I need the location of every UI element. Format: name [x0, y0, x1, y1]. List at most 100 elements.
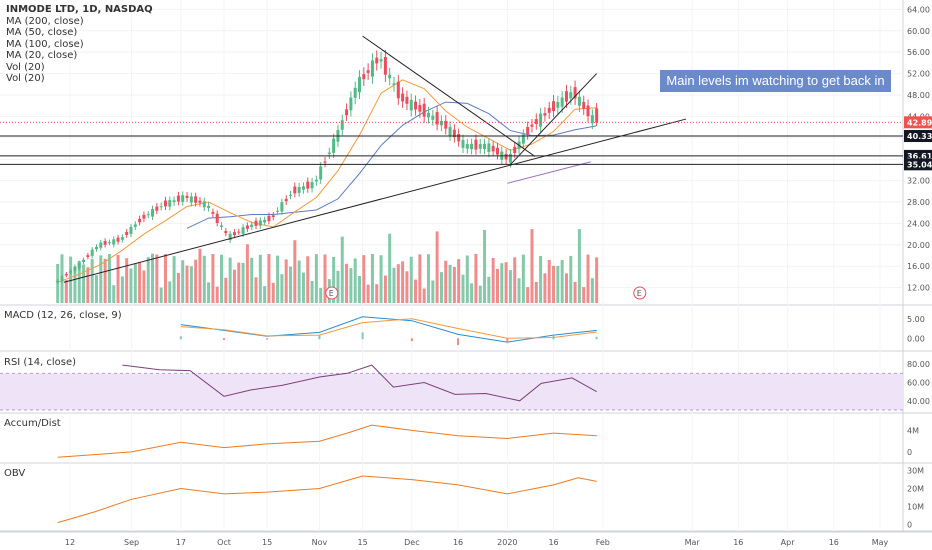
rsi-tick-label: 60.00: [907, 379, 930, 388]
price-tick-label: 28.00: [907, 198, 930, 207]
macd-histogram-bar: [266, 338, 269, 340]
volume-bar: [254, 277, 258, 303]
time-tick-label: Mar: [685, 538, 701, 547]
rsi-line: [122, 364, 597, 402]
candle-body: [586, 105, 590, 117]
macd-histogram-bar: [361, 332, 364, 340]
volume-bar: [151, 253, 155, 303]
candle-body: [254, 220, 258, 226]
volume-bar: [375, 284, 379, 303]
volume-bar: [319, 288, 323, 303]
macd-histogram-bar: [318, 335, 321, 340]
price-label-box: [904, 130, 932, 143]
volume-bar: [202, 255, 206, 303]
candle-body: [435, 112, 439, 125]
time-tick-label: Feb: [596, 538, 610, 547]
volume-bar: [271, 282, 275, 303]
volume-bar: [414, 279, 418, 303]
macd-histogram-bar: [552, 335, 555, 340]
candle-body: [151, 209, 155, 217]
volume-bar: [64, 280, 68, 303]
volume-bar: [461, 274, 465, 303]
volume-bar: [495, 268, 499, 303]
volume-bar: [452, 267, 456, 303]
volume-bar: [517, 278, 521, 303]
volume-bar: [263, 286, 267, 303]
candle-body: [590, 115, 594, 124]
time-tick-label: Dec: [404, 538, 419, 547]
time-tick-label: 16: [733, 538, 743, 547]
candle-body: [163, 200, 167, 207]
ma-200-line: [507, 161, 591, 184]
rsi-band: [0, 373, 903, 410]
volume-bar: [340, 236, 344, 303]
candle-body: [207, 205, 211, 208]
candle-body: [172, 200, 176, 203]
ma-50-line: [186, 101, 597, 229]
time-tick-label: 16: [829, 538, 839, 547]
candle-body: [560, 97, 564, 107]
volume-bar: [358, 276, 362, 303]
volume-bar: [388, 233, 392, 303]
macd-histogram-bar: [595, 336, 598, 340]
volume-bar: [478, 285, 482, 303]
legend-ma-200: MA (200, close): [6, 15, 84, 27]
candle-body: [392, 83, 396, 86]
volume-bar: [289, 266, 293, 303]
price-tick-label: 52.00: [907, 70, 930, 79]
candle-body: [448, 126, 452, 136]
candle-body: [556, 101, 560, 108]
candle-body: [198, 200, 202, 203]
volume-bar: [422, 288, 426, 303]
candle-body: [155, 206, 159, 211]
volume-bar: [120, 276, 124, 303]
volume-bar: [370, 254, 374, 303]
chart-title: INMODE LTD, 1D, NASDAQ: [6, 4, 153, 15]
volume-bar: [409, 256, 413, 303]
volume-bar: [159, 287, 163, 303]
legend-vol-20-b: Vol (20): [6, 73, 45, 84]
candle-body: [388, 74, 392, 79]
candle-body: [146, 214, 150, 216]
candle-body: [375, 57, 379, 64]
time-tick-label: 12: [65, 538, 75, 547]
volume-bar: [284, 259, 288, 303]
volume-bar: [207, 282, 211, 303]
macd-histogram-bar: [457, 338, 460, 346]
volume-bar: [172, 256, 176, 303]
candle-body: [577, 96, 581, 106]
candle-body: [99, 242, 103, 248]
time-tick-label: 16: [453, 538, 463, 547]
time-tick-label: 15: [262, 538, 272, 547]
obv-label: OBV: [4, 468, 26, 479]
price-tick-label: 32.00: [907, 177, 930, 186]
price-tick-label: 12.00: [907, 284, 930, 293]
candle-body: [69, 271, 73, 273]
volume-bar: [99, 255, 103, 303]
macd-signal-line: [180, 318, 597, 339]
candle-body: [573, 87, 577, 99]
candle-body: [112, 239, 116, 245]
volume-bar: [491, 258, 495, 303]
volume-bar: [163, 254, 167, 303]
candle-body: [120, 237, 124, 240]
volume-bar: [396, 264, 400, 303]
volume-bar: [353, 258, 357, 303]
volume-bar: [215, 286, 219, 303]
volume-bar: [90, 258, 94, 303]
volume-bar: [146, 257, 150, 303]
accum-dist-tick-label: 4M: [907, 426, 919, 435]
candle-body: [461, 139, 465, 148]
candle-body: [470, 143, 474, 150]
volume-bar: [276, 255, 280, 303]
volume-bar: [521, 254, 525, 303]
candle-body: [185, 195, 189, 198]
candle-body: [370, 60, 374, 77]
volume-bar: [301, 272, 305, 303]
candle-body: [366, 70, 370, 73]
volume-bar: [94, 275, 98, 303]
breakout-line: [510, 73, 598, 165]
legend-ma-50: MA (50, close): [6, 27, 78, 38]
candle-body: [582, 101, 586, 109]
candle-body: [276, 210, 280, 212]
